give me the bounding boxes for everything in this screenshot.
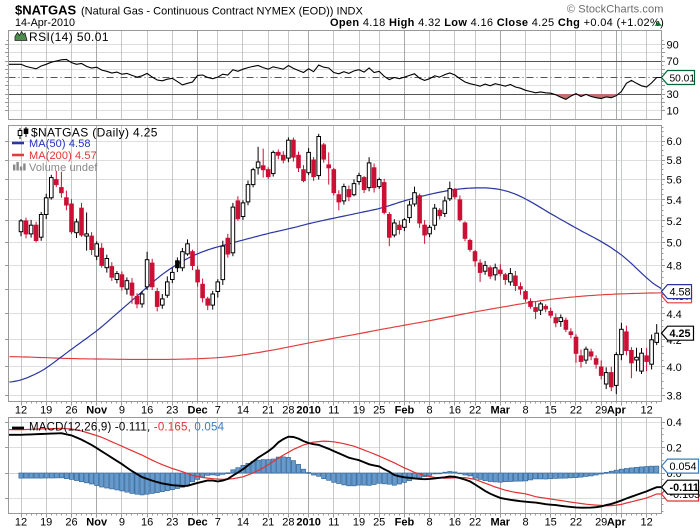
svg-text:4.58: 4.58 (670, 287, 691, 299)
svg-text:16: 16 (449, 405, 461, 417)
svg-text:5.6: 5.6 (667, 175, 682, 187)
svg-text:$NATGAS: $NATGAS (15, 3, 76, 18)
svg-text:7: 7 (215, 517, 221, 529)
svg-text:8: 8 (427, 405, 433, 417)
svg-text:0.4: 0.4 (667, 417, 682, 429)
svg-text:9: 9 (119, 405, 125, 417)
svg-text:4.0: 4.0 (667, 362, 682, 374)
svg-text:12: 12 (15, 517, 27, 529)
svg-text:MA(200) 4.57: MA(200) 4.57 (29, 150, 97, 162)
svg-text:25: 25 (373, 405, 385, 417)
svg-text:15: 15 (545, 405, 557, 417)
svg-text:19: 19 (353, 405, 365, 417)
svg-text:8: 8 (522, 405, 528, 417)
svg-text:8: 8 (522, 517, 528, 529)
svg-text:30: 30 (667, 89, 679, 101)
svg-text:$NATGAS (Daily) 4.25: $NATGAS (Daily) 4.25 (31, 126, 158, 140)
svg-text:28: 28 (282, 517, 294, 529)
svg-text:7: 7 (215, 405, 221, 417)
svg-text:19: 19 (40, 405, 52, 417)
svg-text:22: 22 (469, 405, 481, 417)
svg-text:Apr: Apr (607, 405, 627, 417)
svg-text:8: 8 (427, 517, 433, 529)
svg-text:11: 11 (328, 517, 339, 529)
svg-text:4.4: 4.4 (667, 309, 682, 321)
svg-text:0.2: 0.2 (667, 443, 682, 455)
svg-text:12: 12 (640, 517, 652, 529)
svg-text:10: 10 (667, 106, 679, 118)
svg-text:MACD(12,26,9) -0.111, -0.165,: MACD(12,26,9) -0.111, -0.165, 0.054 (29, 422, 225, 434)
svg-text:MA(50) 4.58: MA(50) 4.58 (29, 138, 91, 150)
svg-text:Nov: Nov (86, 405, 108, 417)
svg-text:2010: 2010 (296, 517, 320, 529)
svg-text:50.01: 50.01 (670, 74, 696, 85)
svg-text:Mar: Mar (491, 517, 511, 529)
svg-text:2010: 2010 (296, 405, 320, 417)
svg-text:0.054: 0.054 (670, 461, 697, 473)
svg-text:90: 90 (667, 40, 679, 52)
svg-text:9: 9 (119, 517, 125, 529)
svg-text:14: 14 (237, 517, 249, 529)
svg-text:4.25: 4.25 (670, 328, 691, 340)
svg-text:Mar: Mar (491, 405, 511, 417)
svg-text:26: 26 (65, 517, 77, 529)
svg-text:(Natural Gas - Continuous Cont: (Natural Gas - Continuous Contract NYMEX… (81, 6, 363, 18)
svg-text:15: 15 (545, 517, 557, 529)
svg-text:16: 16 (449, 517, 461, 529)
svg-text:22: 22 (570, 405, 582, 417)
svg-text:14: 14 (237, 405, 249, 417)
svg-text:Nov: Nov (86, 517, 108, 529)
svg-text:29: 29 (595, 405, 607, 417)
svg-text:12: 12 (15, 405, 27, 417)
svg-text:-0.111: -0.111 (670, 482, 699, 494)
svg-text:16: 16 (141, 405, 153, 417)
svg-text:Open 4.18 High 4.32 Low 4.16 C: Open 4.18 High 4.32 Low 4.16 Close 4.25 … (330, 17, 664, 29)
svg-text:12: 12 (640, 405, 652, 417)
svg-text:Feb: Feb (395, 517, 415, 529)
svg-text:5.4: 5.4 (667, 195, 682, 207)
svg-text:4.8: 4.8 (667, 260, 682, 272)
svg-text:23: 23 (166, 517, 178, 529)
svg-text:Volume undef: Volume undef (29, 162, 98, 174)
svg-text:© StockCharts.com: © StockCharts.com (567, 3, 664, 15)
svg-text:26: 26 (65, 405, 77, 417)
svg-text:5.8: 5.8 (667, 155, 682, 167)
svg-text:16: 16 (141, 517, 153, 529)
svg-text:5.2: 5.2 (667, 216, 682, 228)
svg-text:70: 70 (667, 56, 679, 68)
svg-text:3.8: 3.8 (667, 391, 682, 403)
svg-text:6.0: 6.0 (667, 136, 682, 148)
svg-text:21: 21 (262, 405, 274, 417)
svg-text:28: 28 (282, 405, 294, 417)
svg-text:25: 25 (373, 517, 385, 529)
svg-text:19: 19 (40, 517, 52, 529)
svg-text:22: 22 (469, 517, 481, 529)
svg-text:29: 29 (595, 517, 607, 529)
svg-text:14-Apr-2010: 14-Apr-2010 (15, 17, 75, 29)
svg-text:11: 11 (328, 405, 339, 417)
svg-text:23: 23 (166, 405, 178, 417)
svg-text:Feb: Feb (395, 405, 415, 417)
svg-text:Dec: Dec (188, 405, 208, 417)
svg-text:Apr: Apr (607, 517, 627, 529)
svg-text:5.0: 5.0 (667, 238, 682, 250)
svg-text:Dec: Dec (188, 517, 208, 529)
svg-text:RSI(14) 50.01: RSI(14) 50.01 (29, 30, 109, 44)
svg-text:19: 19 (353, 517, 365, 529)
svg-text:22: 22 (570, 517, 582, 529)
svg-text:21: 21 (262, 517, 274, 529)
